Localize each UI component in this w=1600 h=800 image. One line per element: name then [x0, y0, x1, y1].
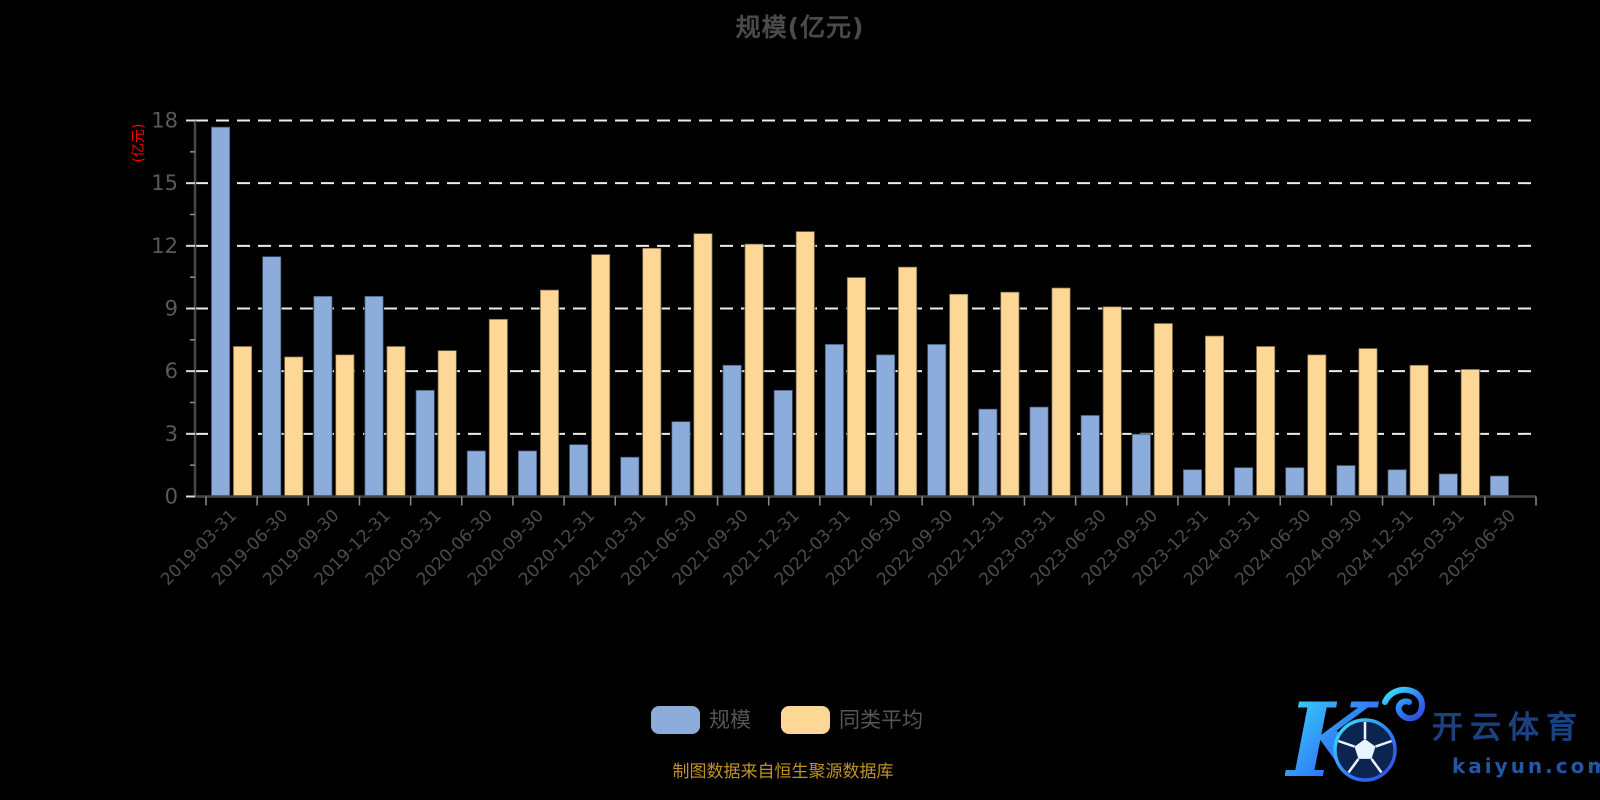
bar-规模-2024-06-30[interactable]	[1284, 466, 1306, 498]
bar-规模-2022-09-30[interactable]	[926, 343, 947, 498]
bar-规模-2024-03-31[interactable]	[1233, 466, 1254, 498]
axes	[186, 119, 1537, 506]
bar-同类平均-2019-09-30[interactable]	[334, 353, 356, 498]
bar-规模-2020-03-31[interactable]	[414, 389, 436, 498]
bar-规模-2024-12-31[interactable]	[1386, 468, 1408, 498]
bar-规模-2020-06-30[interactable]	[466, 449, 487, 498]
bar-规模-2021-09-30[interactable]	[721, 364, 743, 498]
chart-title: 规模(亿元)	[735, 13, 865, 42]
bar-同类平均-2021-06-30[interactable]	[692, 232, 714, 498]
bar-规模-2019-09-30[interactable]	[312, 295, 334, 498]
y-axis-tick-label: 3	[165, 422, 178, 446]
bar-同类平均-2021-03-31[interactable]	[641, 247, 663, 498]
bar-规模-2020-09-30[interactable]	[517, 449, 538, 498]
bar-同类平均-2023-06-30[interactable]	[1101, 305, 1123, 498]
bar-同类平均-2022-03-31[interactable]	[846, 276, 867, 498]
bar-同类平均-2024-12-31[interactable]	[1408, 364, 1430, 498]
bar-规模-2021-06-30[interactable]	[670, 420, 692, 498]
bar-同类平均-2020-12-31[interactable]	[590, 253, 611, 498]
logo-swirl	[1382, 686, 1425, 722]
bar-规模-2021-03-31[interactable]	[619, 456, 641, 498]
bar-规模-2023-09-30[interactable]	[1131, 433, 1152, 498]
legend: 规模 同类平均	[651, 706, 923, 734]
logo-domain-text: kaiyun.com	[1452, 754, 1600, 778]
bar-同类平均-2024-06-30[interactable]	[1306, 353, 1328, 498]
bar-规模-2022-06-30[interactable]	[875, 353, 896, 498]
bar-同类平均-2021-12-31[interactable]	[795, 230, 816, 498]
y-axis-tick-label: 15	[151, 171, 178, 195]
bar-规模-2019-06-30[interactable]	[261, 255, 282, 498]
bar-同类平均-2022-12-31[interactable]	[999, 291, 1021, 498]
bar-规模-2019-12-31[interactable]	[363, 295, 385, 498]
bar-规模-2023-03-31[interactable]	[1028, 405, 1050, 498]
bar-同类平均-2020-03-31[interactable]	[436, 349, 458, 498]
kaiyun-logo-mark: K	[1284, 681, 1425, 800]
y-axis-name: (亿元)	[131, 124, 147, 163]
soccer-ball-icon	[1333, 718, 1397, 782]
kaiyun-logo[interactable]: K 开云体育 kaiyun.com	[1284, 672, 1600, 800]
peer-average-series-swatch	[781, 706, 830, 734]
bars	[210, 126, 1510, 498]
bar-规模-2019-03-31[interactable]	[210, 126, 231, 498]
bar-同类平均-2023-09-30[interactable]	[1153, 322, 1174, 498]
bar-规模-2024-09-30[interactable]	[1335, 464, 1357, 498]
data-source-note: 制图数据来自恒生聚源数据库	[672, 762, 894, 782]
bar-规模-2023-12-31[interactable]	[1182, 468, 1203, 498]
bar-同类平均-2020-06-30[interactable]	[488, 318, 509, 498]
bar-规模-2022-03-31[interactable]	[824, 343, 845, 498]
bar-规模-2023-06-30[interactable]	[1079, 414, 1101, 498]
y-axis-tick-label: 12	[151, 234, 178, 258]
bar-规模-2021-12-31[interactable]	[773, 389, 794, 498]
y-axis-tick-label: 9	[165, 297, 178, 321]
y-axis-tick-label: 18	[151, 109, 178, 133]
scale-series-label: 规模	[709, 708, 751, 732]
bar-同类平均-2019-03-31[interactable]	[232, 345, 253, 498]
bar-同类平均-2022-06-30[interactable]	[897, 265, 918, 498]
bar-同类平均-2020-09-30[interactable]	[539, 288, 560, 498]
peer-average-series-label: 同类平均	[839, 708, 923, 732]
y-axis-tick-label: 0	[165, 485, 178, 509]
bar-同类平均-2021-09-30[interactable]	[743, 242, 765, 498]
bar-同类平均-2025-03-31[interactable]	[1460, 368, 1481, 498]
bar-规模-2020-12-31[interactable]	[568, 443, 589, 498]
scale-series-swatch	[651, 706, 700, 734]
bar-同类平均-2024-09-30[interactable]	[1357, 347, 1379, 498]
bar-同类平均-2019-06-30[interactable]	[283, 355, 304, 498]
bar-同类平均-2022-09-30[interactable]	[948, 293, 969, 498]
bar-同类平均-2024-03-31[interactable]	[1255, 345, 1276, 498]
bar-同类平均-2019-12-31[interactable]	[385, 345, 407, 498]
legend-item-scale[interactable]: 规模	[651, 706, 751, 734]
bar-规模-2025-03-31[interactable]	[1438, 472, 1459, 498]
logo-brand-text: 开云体育	[1432, 710, 1584, 746]
bar-规模-2022-12-31[interactable]	[977, 408, 999, 498]
bar-同类平均-2023-12-31[interactable]	[1204, 334, 1225, 498]
bar-规模-2025-06-30[interactable]	[1489, 474, 1510, 498]
legend-item-peer-average[interactable]: 同类平均	[781, 706, 923, 734]
y-axis-tick-label: 6	[165, 359, 178, 383]
bar-同类平均-2023-03-31[interactable]	[1050, 286, 1072, 498]
